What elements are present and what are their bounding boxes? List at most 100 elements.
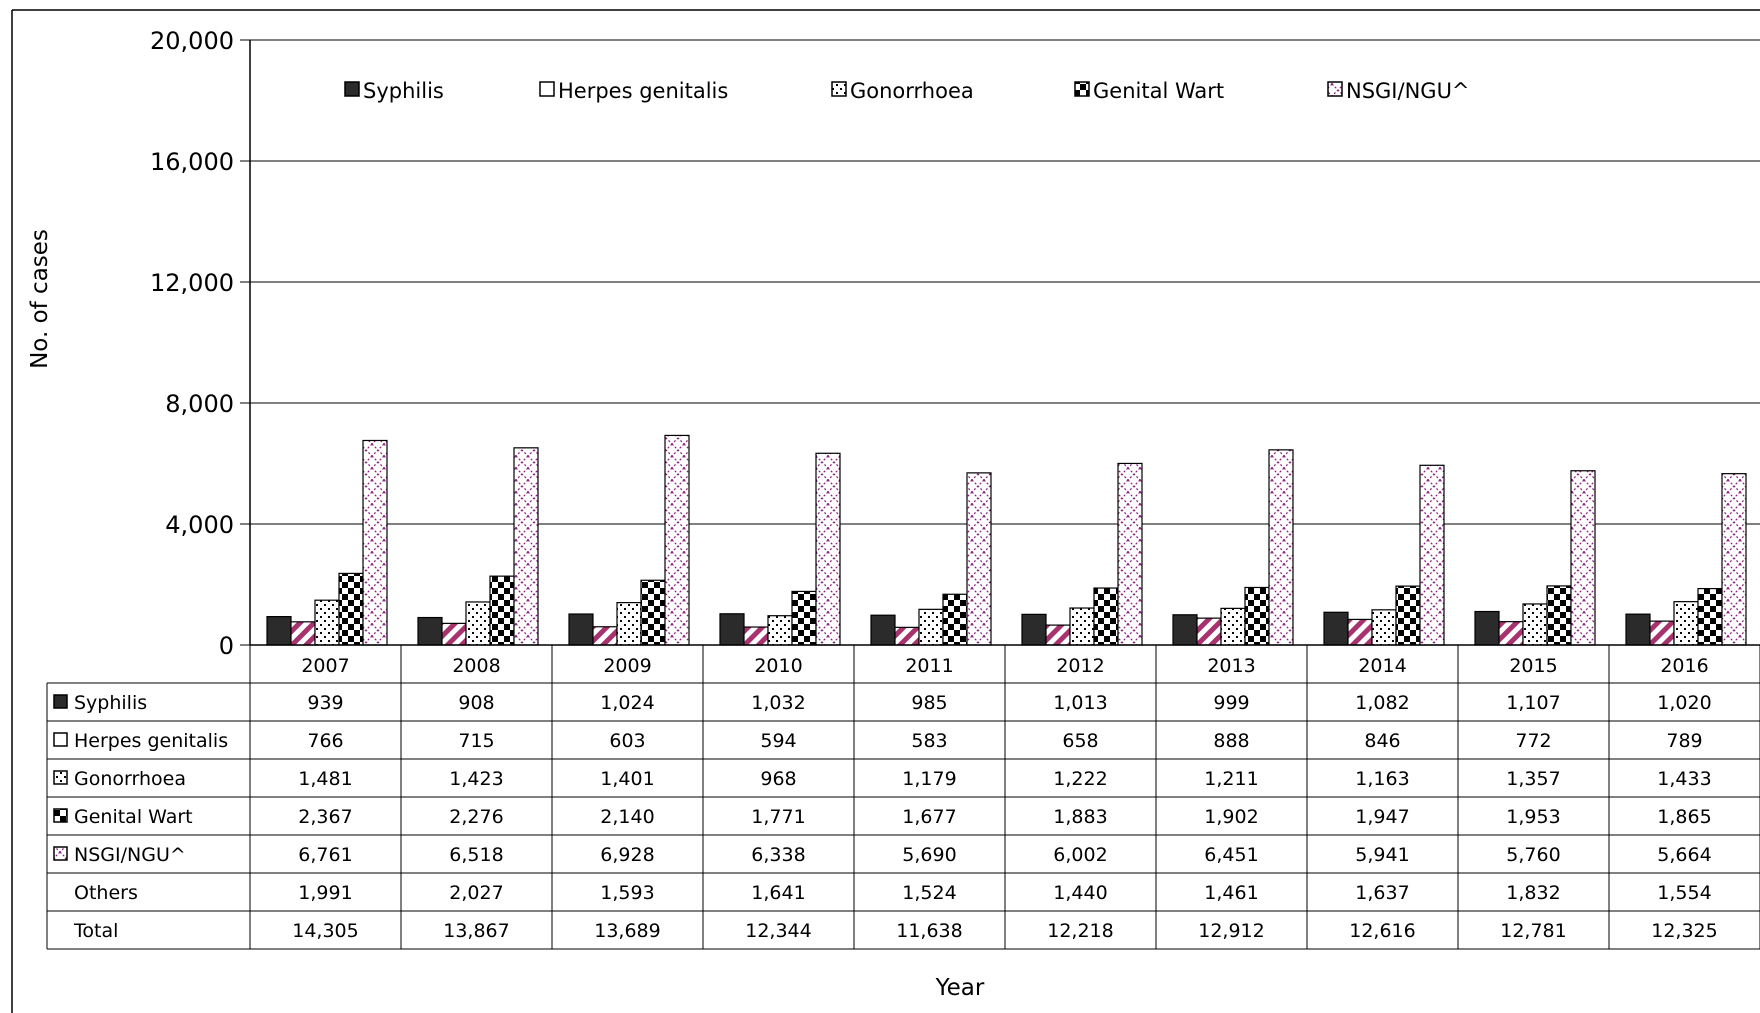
- bar-gonorrhoea-2010: [767, 615, 793, 646]
- data-label-others-2016: 1,554: [1657, 882, 1711, 904]
- y-tick-label: 12,000: [150, 269, 234, 297]
- table-row: Others 1,991 2,027 1,593 1,641 1,524 1,440 1,46…: [74, 882, 1712, 904]
- bar-group-2013: [1172, 449, 1294, 646]
- data-label-genital-wart-2015: 1,953: [1506, 806, 1560, 828]
- bar-genital-wart-2016: [1697, 587, 1723, 646]
- bar-nsgi-ngu-2011: [966, 472, 992, 646]
- row-legend-swatch: [53, 770, 68, 785]
- gridlines: [250, 39, 1760, 525]
- x-tick-label-2015: 2015: [1509, 655, 1557, 677]
- bar-herpes-genitalis-2009: [592, 626, 618, 646]
- data-label-others-2011: 1,524: [902, 882, 956, 904]
- bar-syphilis-2009: [568, 613, 594, 646]
- legend-item-herpes-genitalis: Herpes genitalis: [539, 79, 728, 103]
- data-label-genital-wart-2008: 2,276: [449, 806, 503, 828]
- data-label-gonorrhoea-2014: 1,163: [1355, 768, 1409, 790]
- bar-gonorrhoea-2014: [1371, 609, 1397, 646]
- bar-genital-wart-2011: [942, 593, 968, 646]
- bar-nsgi-ngu-2008: [513, 447, 539, 646]
- data-label-genital-wart-2014: 1,947: [1355, 806, 1409, 828]
- x-tick-label-2012: 2012: [1056, 655, 1104, 677]
- bar-syphilis-2010: [719, 613, 745, 646]
- data-label-herpes-genitalis-2016: 789: [1666, 730, 1702, 752]
- y-axis-title: No. of cases: [27, 229, 53, 369]
- bar-gonorrhoea-2012: [1069, 607, 1095, 646]
- legend-label: Herpes genitalis: [558, 79, 728, 103]
- data-label-herpes-genitalis-2010: 594: [760, 730, 796, 752]
- legend-item-nsgi-ngu: NSGI/NGU^: [1327, 79, 1470, 103]
- x-tick-label-2013: 2013: [1207, 655, 1255, 677]
- bar-gonorrhoea-2009: [616, 602, 642, 646]
- data-label-others-2013: 1,461: [1204, 882, 1258, 904]
- bar-gonorrhoea-2007: [314, 599, 340, 646]
- bar-genital-wart-2007: [338, 572, 364, 646]
- x-tick-label-2009: 2009: [603, 655, 651, 677]
- data-label-syphilis-2009: 1,024: [600, 692, 654, 714]
- data-label-others-2010: 1,641: [751, 882, 805, 904]
- bar-herpes-genitalis-2015: [1498, 621, 1524, 646]
- data-label-total-2009: 13,689: [594, 920, 660, 942]
- x-tick-label-2014: 2014: [1358, 655, 1406, 677]
- data-label-syphilis-2011: 985: [911, 692, 947, 714]
- data-label-genital-wart-2009: 2,140: [600, 806, 654, 828]
- bar-nsgi-ngu-2009: [664, 434, 690, 646]
- bar-group-2007: [266, 439, 388, 646]
- bar-syphilis-2008: [417, 616, 443, 646]
- data-label-gonorrhoea-2008: 1,423: [449, 768, 503, 790]
- data-label-nsgi-ngu-2009: 6,928: [600, 844, 654, 866]
- bar-herpes-genitalis-2016: [1649, 620, 1675, 646]
- bar-genital-wart-2009: [640, 579, 666, 646]
- bar-nsgi-ngu-2012: [1117, 462, 1143, 646]
- table-row: NSGI/NGU^ 6,761 6,518 6,928 6,338 5,690 6,002 6…: [53, 844, 1712, 866]
- data-label-syphilis-2010: 1,032: [751, 692, 805, 714]
- bar-gonorrhoea-2013: [1220, 607, 1246, 646]
- row-label-gonorrhoea: Gonorrhoea: [74, 768, 186, 790]
- bar-gonorrhoea-2008: [465, 601, 491, 646]
- data-label-genital-wart-2010: 1,771: [751, 806, 805, 828]
- y-axis: 0 4,000 8,000 12,000 16,000 20,000: [150, 27, 251, 660]
- bar-herpes-genitalis-2014: [1347, 618, 1373, 646]
- data-label-herpes-genitalis-2015: 772: [1515, 730, 1551, 752]
- data-label-syphilis-2013: 999: [1213, 692, 1249, 714]
- data-label-genital-wart-2013: 1,902: [1204, 806, 1258, 828]
- data-label-gonorrhoea-2015: 1,357: [1506, 768, 1560, 790]
- row-label-others: Others: [74, 882, 138, 904]
- data-label-genital-wart-2012: 1,883: [1053, 806, 1107, 828]
- data-label-herpes-genitalis-2007: 766: [307, 730, 343, 752]
- legend: Syphilis Herpes genitalis Gonorrhoea Genita…: [344, 79, 1470, 103]
- data-label-syphilis-2008: 908: [458, 692, 494, 714]
- data-label-herpes-genitalis-2011: 583: [911, 730, 947, 752]
- legend-label: Gonorrhoea: [850, 79, 974, 103]
- data-label-syphilis-2014: 1,082: [1355, 692, 1409, 714]
- legend-item-genital-wart: Genital Wart: [1074, 79, 1224, 103]
- row-label-total: Total: [73, 920, 118, 942]
- data-label-nsgi-ngu-2013: 6,451: [1204, 844, 1258, 866]
- bar-gonorrhoea-2011: [918, 608, 944, 646]
- data-label-nsgi-ngu-2016: 5,664: [1657, 844, 1711, 866]
- data-label-total-2011: 11,638: [896, 920, 962, 942]
- table-row: Syphilis 939 908 1,024 1,032 985 1,013 999 1,082…: [53, 692, 1712, 714]
- bars: [266, 434, 1747, 646]
- data-label-gonorrhoea-2010: 968: [760, 768, 796, 790]
- bar-nsgi-ngu-2010: [815, 452, 841, 646]
- bar-group-2014: [1323, 464, 1445, 646]
- data-label-gonorrhoea-2011: 1,179: [902, 768, 956, 790]
- data-label-syphilis-2007: 939: [307, 692, 343, 714]
- data-label-nsgi-ngu-2014: 5,941: [1355, 844, 1409, 866]
- y-tick-label: 20,000: [150, 27, 234, 55]
- x-tick-label-2016: 2016: [1660, 655, 1708, 677]
- data-label-herpes-genitalis-2009: 603: [609, 730, 645, 752]
- bar-syphilis-2013: [1172, 614, 1198, 646]
- data-label-total-2008: 13,867: [443, 920, 509, 942]
- row-legend-swatch: [53, 694, 68, 709]
- data-label-gonorrhoea-2007: 1,481: [298, 768, 352, 790]
- data-label-herpes-genitalis-2012: 658: [1062, 730, 1098, 752]
- legend-item-gonorrhoea: Gonorrhoea: [831, 79, 974, 103]
- data-label-total-2013: 12,912: [1198, 920, 1264, 942]
- x-axis-title: Year: [935, 975, 985, 1001]
- table-row: Genital Wart 2,367 2,276 2,140 1,771 1,677 1,8…: [53, 806, 1712, 828]
- data-label-genital-wart-2011: 1,677: [902, 806, 956, 828]
- legend-item-syphilis: Syphilis: [344, 79, 444, 103]
- bar-herpes-genitalis-2008: [441, 622, 467, 646]
- row-legend-swatch: [53, 808, 68, 823]
